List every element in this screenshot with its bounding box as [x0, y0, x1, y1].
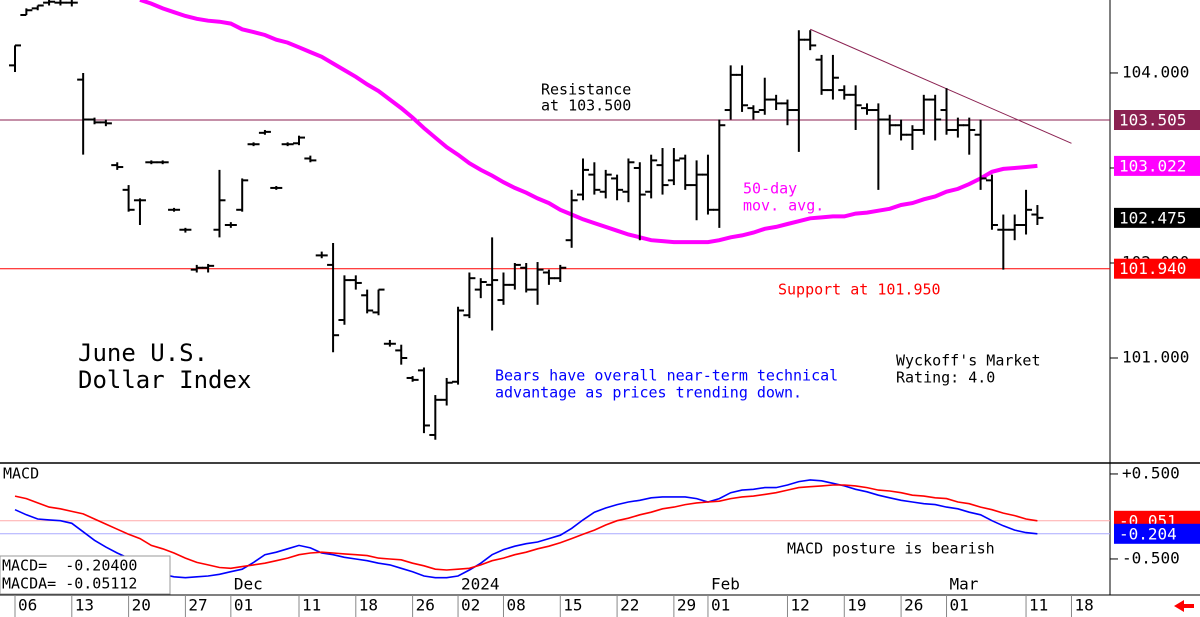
- month-label: Dec: [234, 575, 263, 594]
- x-tick-label: 19: [847, 596, 866, 615]
- x-tick-label: 27: [188, 596, 207, 615]
- annotation: Support at 101.950: [778, 281, 941, 299]
- y-tick-label: 101.000: [1122, 348, 1189, 367]
- x-tick-label: 26: [904, 596, 923, 615]
- month-label: Feb: [711, 575, 740, 594]
- readout: MACDA= -0.05112: [2, 575, 137, 593]
- x-tick-label: 02: [461, 596, 480, 615]
- annotation: at 103.500: [541, 97, 631, 115]
- x-tick-label: 12: [790, 596, 809, 615]
- x-tick-label: 20: [132, 596, 151, 615]
- moving-average: [139, 0, 1038, 245]
- value-box: [1114, 523, 1200, 544]
- value-box: [1114, 155, 1200, 176]
- x-tick-label: 01: [234, 596, 253, 615]
- x-tick-label: 29: [677, 596, 696, 615]
- value-box-label: -0.204: [1119, 524, 1177, 543]
- macd-line: [14, 479, 1038, 579]
- annotation: Rating: 4.0: [896, 369, 995, 387]
- x-tick-label: 01: [950, 596, 969, 615]
- value-box-label: 103.505: [1119, 111, 1186, 130]
- annotation: advantage as prices trending down.: [495, 384, 802, 402]
- chart-title: Dollar Index: [78, 366, 251, 394]
- x-tick-label: 08: [506, 596, 525, 615]
- value-box: [1114, 207, 1200, 228]
- x-tick-label: 06: [18, 596, 37, 615]
- annotation: mov. avg.: [743, 197, 824, 215]
- value-box-label: 102.475: [1119, 208, 1186, 227]
- value-box-label: 101.940: [1119, 259, 1186, 278]
- x-tick-label: 15: [563, 596, 582, 615]
- value-box: [1114, 258, 1200, 279]
- macd-line: [14, 484, 1038, 571]
- panel-title: MACD: [3, 465, 39, 483]
- annotation: MACD posture is bearish: [787, 540, 995, 558]
- x-tick-label: 22: [620, 596, 639, 615]
- x-tick-label: 11: [302, 596, 321, 615]
- month-label: Mar: [950, 575, 979, 594]
- annotation: Bears have overall near-term technical: [495, 367, 838, 385]
- annotation: Resistance: [541, 81, 631, 99]
- month-label: 2024: [461, 575, 500, 594]
- x-tick-label: 18: [359, 596, 378, 615]
- scroll-arrow: [1174, 600, 1194, 612]
- value-box: [1114, 110, 1200, 131]
- y-tick-label: +0.500: [1122, 463, 1180, 482]
- y-tick-label: -0.500: [1122, 548, 1180, 567]
- annotation: 50-day: [743, 180, 797, 198]
- x-tick-label: 01: [711, 596, 730, 615]
- readout: MACD= -0.20400: [2, 557, 137, 575]
- value-box-label: 103.022: [1119, 156, 1186, 175]
- y-tick-label: 104.000: [1122, 62, 1189, 81]
- x-tick-label: 13: [75, 596, 94, 615]
- trendline: [810, 28, 1072, 144]
- x-tick-label: 11: [1029, 596, 1048, 615]
- x-tick-label: 26: [416, 596, 435, 615]
- chart-title: June U.S.: [78, 339, 208, 367]
- x-tick-label: 18: [1074, 596, 1093, 615]
- readout-box: [0, 555, 171, 595]
- annotation: Wyckoff's Market: [896, 352, 1041, 370]
